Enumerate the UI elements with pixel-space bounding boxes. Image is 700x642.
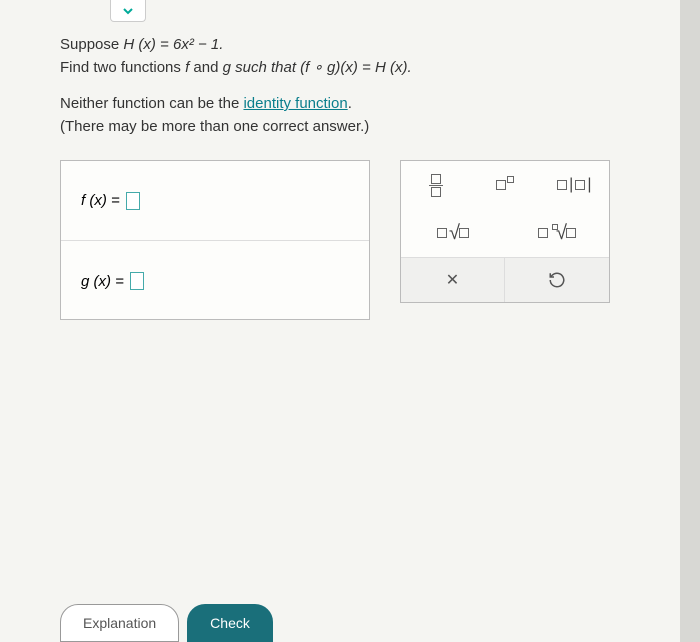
problem-content: Suppose H (x) = 6x² − 1. Find two functi… [0,0,680,320]
palette-reset[interactable] [505,258,609,302]
page-container: Suppose H (x) = 6x² − 1. Find two functi… [0,0,680,642]
equation-hx: H (x) = 6x² − 1. [123,36,223,53]
fx-input[interactable] [126,192,140,210]
palette-exponent[interactable] [470,161,539,209]
gx-row: g (x) = [61,241,369,321]
palette-nroot[interactable]: √ [505,209,609,257]
answer-box: f (x) = g (x) = [60,160,370,320]
x-icon: ✕ [446,270,459,290]
dropdown-toggle[interactable] [110,0,146,22]
palette-sqrt[interactable]: √ [401,209,505,257]
palette-row-3: ✕ [401,257,609,302]
check-button[interactable]: Check [187,604,273,642]
text: and [189,59,222,76]
palette-fraction[interactable] [401,161,470,209]
answer-area: f (x) = g (x) = || [60,160,620,320]
palette-clear[interactable]: ✕ [401,258,505,302]
palette-row-1: || [401,161,609,209]
math-palette: || √ √ ✕ [400,160,610,303]
text: . [348,95,352,112]
var-g: g [223,59,231,76]
identity-function-link[interactable]: identity function [243,95,347,112]
fx-label: f (x) = [81,192,120,209]
chevron-down-icon [120,3,136,19]
reset-icon [548,271,566,289]
fx-row: f (x) = [61,161,369,241]
problem-line-4: (There may be more than one correct answ… [60,116,620,139]
problem-line-3: Neither function can be the identity fun… [60,93,620,116]
equation-fog: such that (f ∘ g)(x) = H (x). [231,59,412,76]
problem-text: Suppose H (x) = 6x² − 1. Find two functi… [60,34,620,138]
text: Neither function can be the [60,95,243,112]
gx-label: g (x) = [81,273,124,290]
problem-line-1: Suppose H (x) = 6x² − 1. [60,34,620,57]
text: Find two functions [60,59,185,76]
problem-line-2: Find two functions f and g such that (f … [60,57,620,80]
text: Suppose [60,36,123,53]
gx-input[interactable] [130,272,144,290]
palette-row-2: √ √ [401,209,609,257]
explanation-button[interactable]: Explanation [60,604,179,642]
palette-absolute[interactable]: || [540,161,609,209]
bottom-buttons: Explanation Check [60,604,273,642]
